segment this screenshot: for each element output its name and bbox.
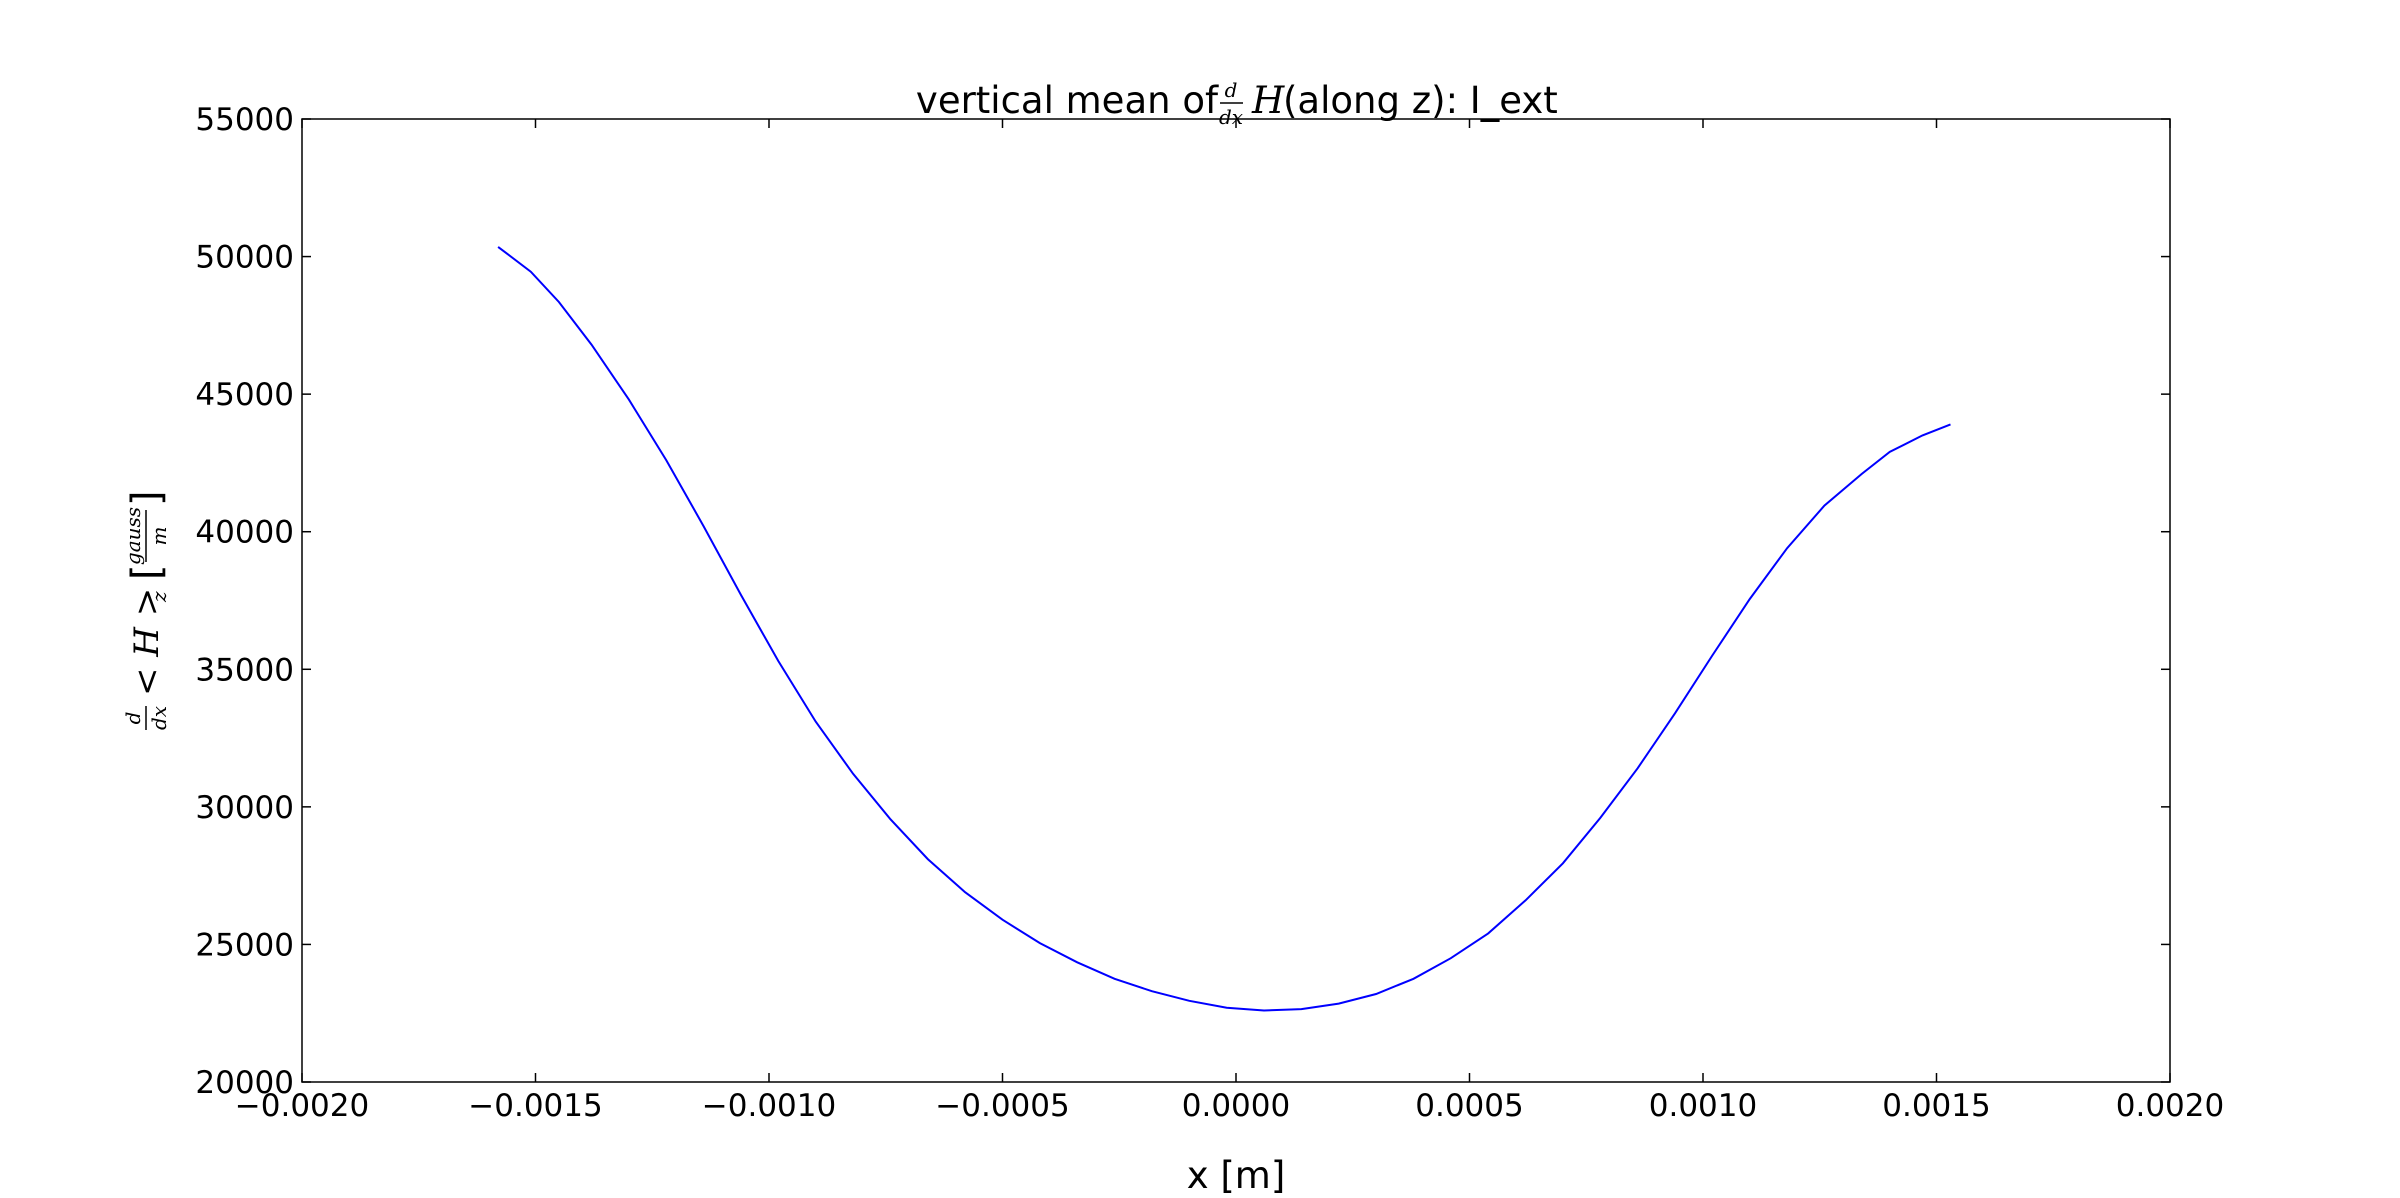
y-axis-label-frac-den: dx	[147, 706, 171, 730]
x-tick-label: 0.0005	[1415, 1088, 1523, 1124]
x-tick-label: −0.0005	[935, 1088, 1069, 1124]
y-axis-label-unit-close: ]	[124, 490, 170, 506]
chart-title-symbol: H	[1251, 79, 1285, 122]
chart-title: vertical mean of d dx H (along z): I_ext	[916, 78, 1558, 129]
y-tick-label: 40000	[195, 515, 294, 551]
plot-frame	[301, 118, 2171, 1083]
y-tick-label: 35000	[195, 652, 294, 688]
x-tick-label: 0.0010	[1649, 1088, 1757, 1124]
x-axis-label: x [m]	[1187, 1154, 1286, 1197]
y-tick-label: 25000	[195, 927, 294, 963]
chart-title-prefix: vertical mean of	[916, 79, 1219, 122]
y-tick-label: 50000	[195, 240, 294, 276]
x-tick-label: −0.0010	[702, 1088, 836, 1124]
y-axis-label: d dx < H > z [ gauss m ]	[121, 490, 171, 730]
y-axis-label-subscript: z	[147, 591, 171, 603]
chart-title-frac-den: dx	[1219, 105, 1243, 129]
y-axis-label-unit-open: [	[124, 564, 170, 580]
y-axis-label-unit-den: m	[147, 527, 171, 546]
y-tick-label: 20000	[195, 1065, 294, 1101]
y-tick-label: 55000	[195, 102, 294, 138]
chart-title-suffix: (along z): I_ext	[1283, 79, 1558, 122]
x-tick-label: 0.0000	[1182, 1088, 1290, 1124]
y-axis-label-unit-num: gauss	[121, 507, 145, 565]
y-axis-ticks: 20000 25000 30000 35000 40000 45000 50000 55000	[195, 102, 2170, 1101]
x-tick-label: −0.0020	[235, 1088, 369, 1124]
y-axis-label-frac-num: d	[121, 712, 145, 725]
x-tick-label: 0.0015	[1882, 1088, 1990, 1124]
plot-area	[302, 119, 2170, 1082]
y-tick-label: 45000	[195, 377, 294, 413]
y-axis-label-expr: < H >	[127, 588, 167, 696]
series-line	[497, 246, 1951, 1012]
chart-title-frac-num: d	[1225, 78, 1238, 102]
y-tick-label: 30000	[195, 790, 294, 826]
x-axis-ticks: −0.0020 −0.0015 −0.0010 −0.0005 0.0000 0.0005…	[235, 119, 2224, 1124]
x-tick-label: 0.0020	[2116, 1088, 2224, 1124]
x-tick-label: −0.0015	[468, 1088, 602, 1124]
